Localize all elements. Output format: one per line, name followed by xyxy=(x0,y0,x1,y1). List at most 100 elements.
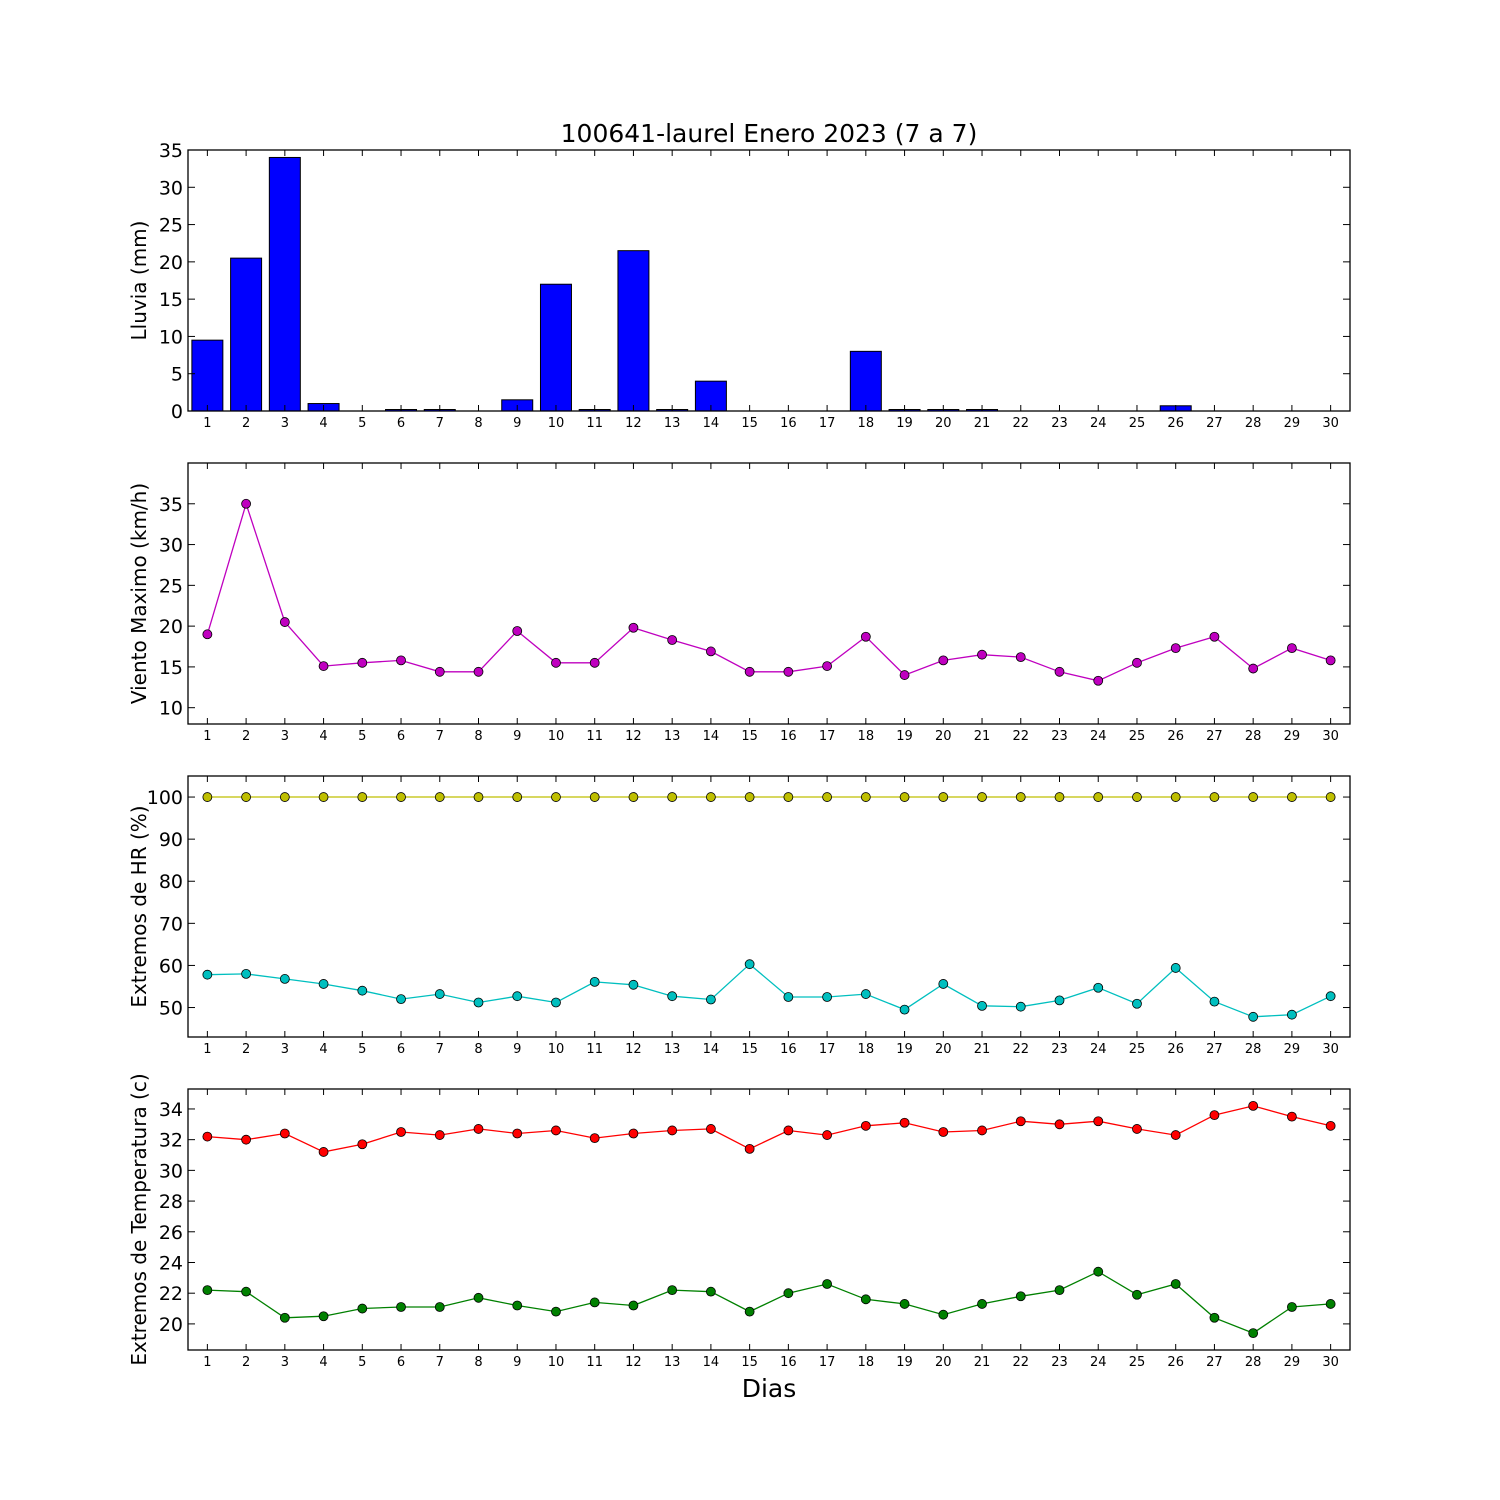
x-tick-label: 23 xyxy=(1051,416,1068,431)
data-point xyxy=(551,997,561,1008)
data-point xyxy=(744,792,755,802)
x-tick-label: 29 xyxy=(1284,1355,1301,1370)
x-tick-label: 6 xyxy=(397,729,405,744)
y-tick-label: 24 xyxy=(159,1252,183,1274)
x-tick-label: 24 xyxy=(1090,1042,1107,1057)
x-tick-label: 30 xyxy=(1322,729,1339,744)
data-point xyxy=(279,974,290,984)
x-tick-label: 16 xyxy=(780,416,797,431)
plot-frame xyxy=(187,462,1351,725)
x-tick-label: 10 xyxy=(548,416,565,431)
data-point xyxy=(318,979,329,989)
x-tick-label: 1 xyxy=(203,1042,211,1057)
x-tick-label: 11 xyxy=(586,416,603,431)
x-tick-label: 25 xyxy=(1129,1355,1146,1370)
y-tick-label: 34 xyxy=(159,1099,183,1121)
data-point xyxy=(667,1285,678,1296)
data-point xyxy=(589,792,600,802)
x-tick-label: 2 xyxy=(242,1355,250,1370)
data-point xyxy=(1325,792,1336,802)
x-tick-label: 4 xyxy=(319,1042,327,1057)
data-point xyxy=(1287,1009,1297,1020)
x-tick-label: 16 xyxy=(780,729,797,744)
x-tick-label: 21 xyxy=(974,729,991,744)
x-tick-label: 22 xyxy=(1012,416,1029,431)
x-tick-label: 27 xyxy=(1206,1355,1223,1370)
data-point xyxy=(744,666,755,677)
bar xyxy=(268,156,301,412)
x-tick-label: 17 xyxy=(819,729,836,744)
data-point xyxy=(1209,996,1220,1007)
data-point xyxy=(938,792,949,802)
data-point xyxy=(551,1125,561,1136)
data-point xyxy=(434,792,445,802)
y-tick-label: 20 xyxy=(159,252,183,274)
bar xyxy=(539,283,572,412)
y-tick-label: 90 xyxy=(159,829,183,851)
x-tick-label: 5 xyxy=(358,416,366,431)
data-point xyxy=(241,792,252,802)
y-tick-label: 35 xyxy=(159,140,183,162)
y-tick-label: 100 xyxy=(147,787,183,809)
x-tick-label: 9 xyxy=(513,729,521,744)
y-axis-label: Viento Maximo (km/h) xyxy=(127,483,151,704)
x-tick-label: 25 xyxy=(1129,416,1146,431)
data-point xyxy=(822,992,832,1002)
x-tick-label: 21 xyxy=(974,416,991,431)
data-point xyxy=(202,792,213,802)
x-tick-label: 12 xyxy=(625,1042,642,1057)
x-tick-label: 14 xyxy=(703,1042,720,1057)
data-point xyxy=(1054,1119,1065,1130)
data-point xyxy=(667,635,678,645)
data-point xyxy=(473,666,484,677)
x-tick-label: 16 xyxy=(780,1355,797,1370)
data-point xyxy=(473,792,484,802)
data-point xyxy=(1325,991,1336,1002)
x-tick-label: 24 xyxy=(1090,1355,1107,1370)
x-tick-label: 1 xyxy=(203,729,211,744)
data-point xyxy=(241,968,252,979)
data-point xyxy=(628,622,639,633)
data-point xyxy=(1170,643,1181,654)
data-point xyxy=(783,992,794,1002)
x-tick-label: 12 xyxy=(625,1355,642,1370)
y-tick-label: 20 xyxy=(159,1314,183,1336)
data-point xyxy=(1054,995,1065,1006)
y-tick-label: 10 xyxy=(159,326,183,348)
data-point xyxy=(977,649,987,660)
y-tick-label: 0 xyxy=(171,401,183,423)
data-point xyxy=(1248,663,1259,674)
x-tick-label: 13 xyxy=(664,1355,681,1370)
data-point xyxy=(241,1286,252,1297)
data-point xyxy=(318,792,329,802)
x-tick-label: 15 xyxy=(741,1355,758,1370)
data-point xyxy=(551,792,561,802)
x-tick-label: 16 xyxy=(780,1042,797,1057)
data-point xyxy=(396,1302,406,1312)
lluvia-panel: 100641-laurel Enero 2023 (7 a 7) Lluvia (… xyxy=(127,119,1351,431)
data-point xyxy=(860,792,871,802)
y-tick-label: 22 xyxy=(159,1283,183,1305)
data-point xyxy=(744,1143,755,1154)
data-point xyxy=(279,1312,290,1323)
data-point xyxy=(899,1117,910,1128)
x-tick-label: 20 xyxy=(935,1355,952,1370)
data-point xyxy=(1209,792,1220,802)
data-point xyxy=(977,1000,987,1011)
data-point xyxy=(396,1127,406,1137)
y-tick-label: 15 xyxy=(159,657,183,679)
y-tick-label: 30 xyxy=(159,177,183,199)
y-tick-label: 50 xyxy=(159,998,183,1020)
data-point xyxy=(1015,1001,1026,1012)
data-point xyxy=(1093,1266,1104,1277)
y-tick-label: 70 xyxy=(159,913,183,935)
y-tick-label: 30 xyxy=(159,1160,183,1182)
data-point xyxy=(1054,1285,1065,1296)
x-tick-label: 23 xyxy=(1051,1042,1068,1057)
data-point xyxy=(628,792,639,802)
data-point xyxy=(783,1125,794,1136)
x-tick-label: 26 xyxy=(1167,416,1184,431)
x-tick-label: 25 xyxy=(1129,729,1146,744)
